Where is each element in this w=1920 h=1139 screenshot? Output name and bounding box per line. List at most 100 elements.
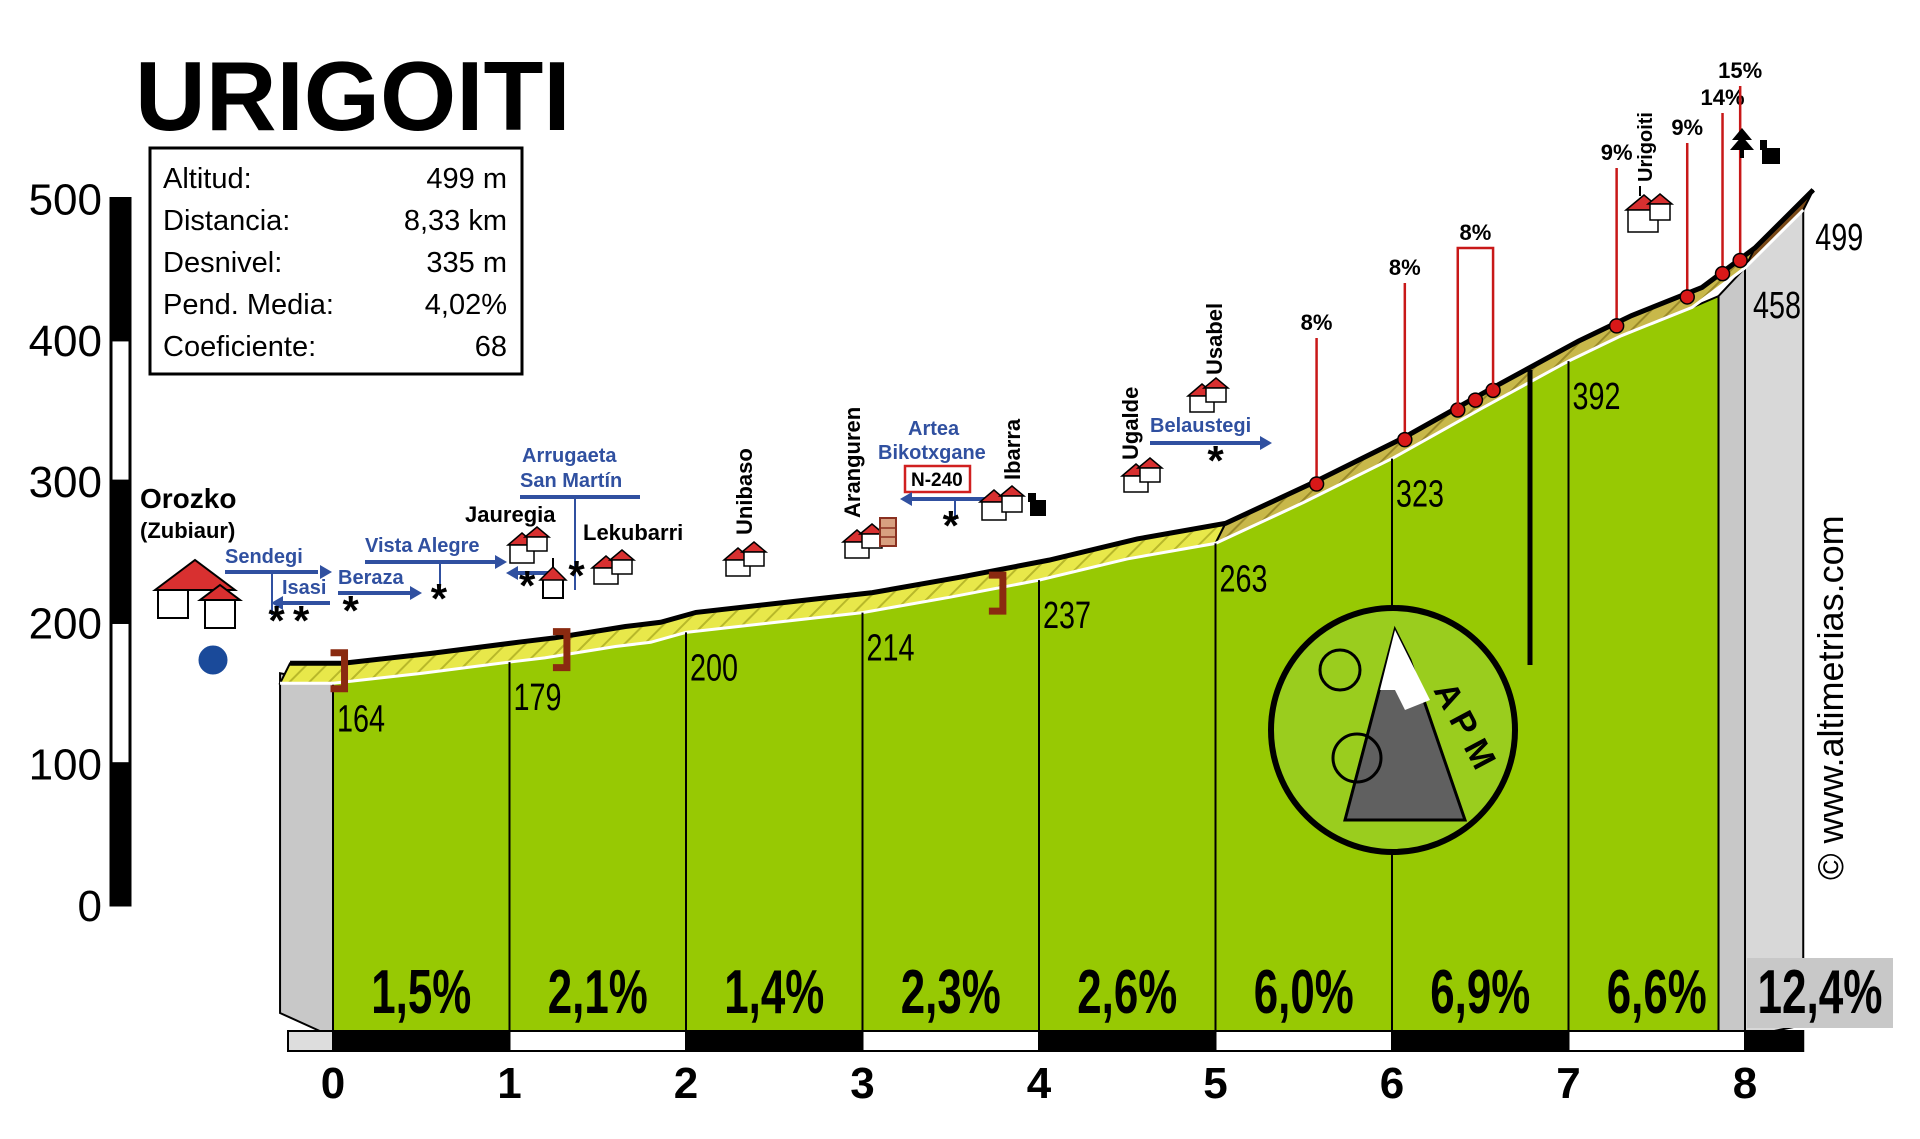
gradient-label: 12,4% <box>1758 958 1883 1027</box>
steep-label: 15% <box>1718 58 1762 83</box>
bikotxgane-label: Bikotxgane <box>878 442 986 464</box>
san-martin-label: San Martín <box>520 470 622 492</box>
urigoiti-label: Urigoiti <box>1635 112 1657 182</box>
ugalde-label: Ugalde <box>1118 387 1143 460</box>
axis-bar-segment <box>332 1030 511 1052</box>
km-altitude-label: 214 <box>867 628 915 670</box>
asterisk-icon: * <box>342 587 359 634</box>
place-annotations: Orozko (Zubiaur) Sendegi Isasi Beraza Vi… <box>140 112 1780 678</box>
steep-point-dot <box>1714 265 1731 282</box>
bracket-icon <box>330 649 349 693</box>
steep-point-dot <box>1308 476 1325 492</box>
steep-label: 9% <box>1671 115 1703 140</box>
jauregia-arrow-head <box>506 566 518 580</box>
stat-label: Distancia: <box>163 205 290 237</box>
altitude-scale-bar <box>109 197 132 907</box>
stats-box: Altitud: 499 m Distancia: 8,33 km Desnivel: 3… <box>148 146 524 376</box>
y-tick-label: 300 <box>29 458 102 507</box>
apm-logo: A P M <box>1268 605 1518 855</box>
belaustegi-arrow-head <box>1260 436 1272 450</box>
y-tick-label: 200 <box>29 599 102 648</box>
x-tick-label: 1 <box>497 1059 521 1108</box>
steep-point-dot <box>1608 318 1625 334</box>
stat-value: 499 m <box>426 163 507 195</box>
profile-left-face <box>279 672 334 1039</box>
profile-top-line <box>290 188 1816 666</box>
stat-value: 335 m <box>426 247 507 279</box>
y-tick-label: 400 <box>29 317 102 366</box>
n240-label: N-240 <box>911 470 963 491</box>
steep-label: 8% <box>1389 255 1421 280</box>
x-tick-label: 0 <box>321 1059 345 1108</box>
km-altitude-label: 499 <box>1815 217 1863 259</box>
sendegi-label: Sendegi <box>225 546 303 568</box>
vista-alegre-label: Vista Alegre <box>365 535 480 557</box>
x-axis: 0 1 2 3 4 5 6 7 8 <box>287 1030 1805 1108</box>
beraza-label: Beraza <box>338 567 404 589</box>
km-altitude-label: 323 <box>1396 474 1444 516</box>
gradient-label: 1,5% <box>371 958 471 1027</box>
stat-value: 8,33 km <box>404 205 507 237</box>
steep-point-dot <box>1397 431 1413 448</box>
vista-alegre-arrow-head <box>495 555 507 569</box>
jauregia-house-icon <box>505 526 552 564</box>
asterisk-icon: * <box>293 597 310 644</box>
x-tick-label: 3 <box>850 1059 874 1108</box>
n240-road-sign <box>903 464 972 494</box>
stat-label: Desnivel: <box>163 247 282 279</box>
axis-bar-segment <box>861 1030 1040 1052</box>
axis-bar-end <box>1744 1030 1805 1052</box>
zubiaur-label: (Zubiaur) <box>140 518 235 543</box>
jauregia-label: Jauregia <box>465 502 556 527</box>
lekubarri-house-icon <box>589 549 637 585</box>
bracket-markers <box>330 571 1007 693</box>
axis-bar-segment <box>1391 1030 1570 1052</box>
km-altitude-label: 237 <box>1043 595 1091 637</box>
scale-segment <box>109 197 132 342</box>
artea-label: Artea <box>908 418 960 440</box>
usabel-label: Usabel <box>1202 303 1227 375</box>
steep-point-dot <box>1679 289 1695 305</box>
scale-segment <box>109 762 132 907</box>
ibarra-building-icon <box>1028 493 1046 516</box>
gradient-label: 2,6% <box>1077 958 1177 1027</box>
aranguren-house-icon <box>840 523 887 559</box>
km-altitude-label: 263 <box>1220 558 1268 600</box>
x-tick-label: 7 <box>1556 1059 1580 1108</box>
km-altitude-label: 164 <box>337 698 385 740</box>
axis-bar-segment <box>508 1030 687 1052</box>
steep-label: 8% <box>1460 220 1492 245</box>
usabel-house-icon <box>1185 377 1231 413</box>
y-tick-label: 0 <box>78 882 102 931</box>
belaustegi-label: Belaustegi <box>1150 415 1251 437</box>
isasi-arrow-head <box>271 596 283 610</box>
gradient-label: 1,4% <box>724 958 824 1027</box>
orozko-house-icon <box>152 558 243 629</box>
asterisk-icon: * <box>1207 437 1224 484</box>
km-altitude-label: 179 <box>514 677 562 719</box>
segment-gradients: 1,5% 2,1% 1,4% 2,3% 2,6% 6,0% 6,9% 6,6% 12,4% <box>371 958 1893 1028</box>
stat-label: Coeficiente: <box>163 331 316 363</box>
bike-wheel-icon <box>1331 732 1383 784</box>
asterisk-icon: * <box>268 597 285 644</box>
beraza-arrow-head <box>410 586 422 600</box>
ugalde-house-icon <box>1119 457 1165 493</box>
urigoiti-house-icon <box>1623 186 1675 233</box>
steep-points: 8% 8% 9% 9% 14%15% 8% <box>1301 58 1762 492</box>
steep-bracket <box>1456 246 1495 410</box>
gradient-box-final <box>1747 958 1893 1028</box>
axis-bar-segment <box>1038 1030 1217 1052</box>
y-tick-label: 100 <box>29 741 102 790</box>
profile-green-body <box>332 294 1720 1038</box>
profile-final-left <box>1717 265 1746 1038</box>
km-altitude-label: 200 <box>690 647 738 689</box>
gradient-label: 2,1% <box>548 958 648 1027</box>
asterisk-icon: * <box>943 502 960 549</box>
lekubarri-label: Lekubarri <box>583 520 683 545</box>
copyright-label: © www.altimetrias.com <box>1810 515 1851 880</box>
km-altitude-label: 458 <box>1753 285 1801 327</box>
axis-bar-segment <box>1567 1030 1746 1052</box>
aranguren-label: Aranguren <box>840 407 865 518</box>
steep-label: 14% <box>1701 85 1745 110</box>
